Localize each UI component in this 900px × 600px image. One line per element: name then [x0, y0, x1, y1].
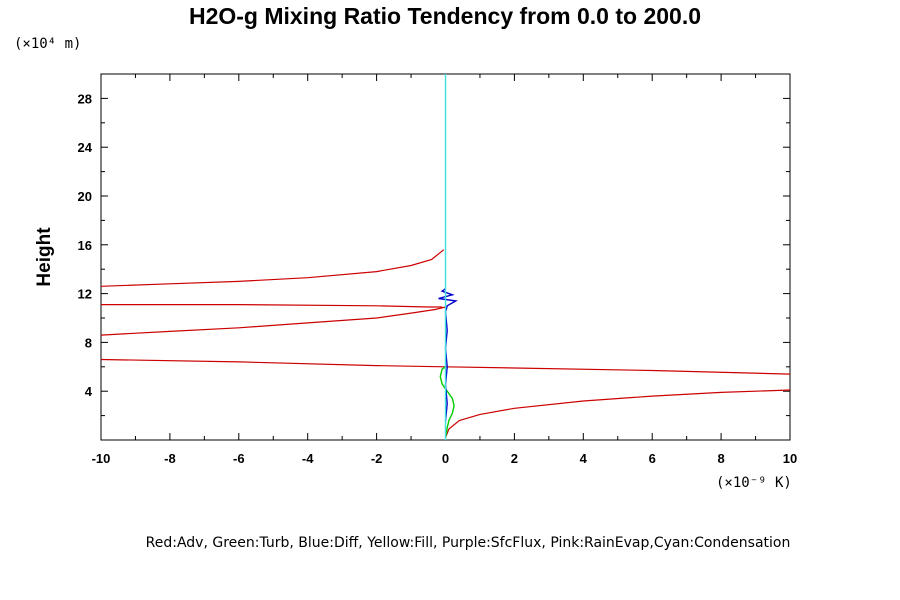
x-tick-label: -8	[164, 451, 176, 466]
x-tick-label: -4	[302, 451, 314, 466]
color-legend: Red:Adv, Green:Turb, Blue:Diff, Yellow:F…	[146, 535, 791, 551]
y-tick-label: 24	[78, 140, 93, 155]
x-tick-label: 4	[580, 451, 588, 466]
y-tick-label: 20	[78, 189, 92, 204]
y-axis-label: Height	[34, 227, 55, 287]
series-lines	[100, 74, 791, 440]
y-tick-label: 28	[78, 91, 92, 106]
x-tick-label: 2	[511, 451, 518, 466]
y-tick-label: 4	[85, 384, 93, 399]
y-tick-label: 16	[78, 238, 92, 253]
x-tick-label: -2	[371, 451, 383, 466]
x-tick-label: 0	[442, 451, 449, 466]
x-tick-label: -10	[92, 451, 111, 466]
series-line-turb	[439, 366, 455, 438]
y-tick-label: 12	[78, 287, 92, 302]
x-tick-label: -6	[233, 451, 245, 466]
x-tick-label: 10	[783, 451, 797, 466]
x-axis-unit: (×10⁻⁹ K)	[716, 475, 792, 491]
series-line-adv	[100, 249, 445, 287]
x-tick-label: 6	[649, 451, 656, 466]
y-tick-labels: 4 8 12 16 20 24 28	[78, 91, 93, 399]
x-tick-labels: -10 -8 -6 -4 -2 0 2 4 6 8 10	[92, 451, 798, 466]
series-line-adv	[101, 304, 443, 308]
series-line-adv	[100, 306, 446, 336]
y-tick-label: 8	[85, 335, 92, 350]
chart-title: H2O-g Mixing Ratio Tendency from 0.0 to …	[189, 3, 701, 29]
y-axis-unit: (×10⁴ m)	[14, 36, 81, 52]
series-line-adv	[444, 389, 791, 438]
x-tick-label: 8	[717, 451, 724, 466]
